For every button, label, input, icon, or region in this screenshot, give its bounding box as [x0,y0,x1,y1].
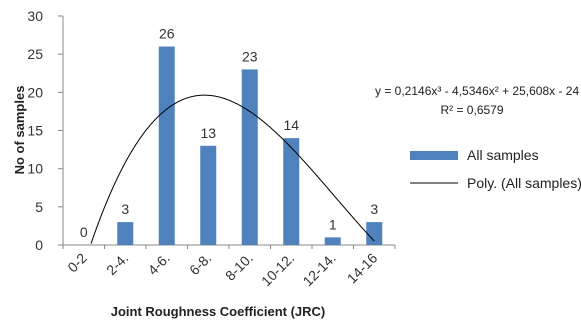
y-axis-title: No of samples [12,86,27,175]
y-axis: 0 5 10 15 20 25 30 [27,8,64,253]
data-label: 3 [370,201,378,217]
y-tick-label: 5 [35,199,43,215]
y-tick-label: 20 [27,84,43,100]
bar [283,138,300,245]
x-tick-label: 4-6. [144,250,172,278]
y-tick-label: 25 [27,46,43,62]
bar [200,145,217,245]
data-label: 0 [80,224,88,240]
x-tick-label: 12-14. [299,250,338,289]
x-tick-label: 14-16 [344,250,381,287]
trendline-r-squared: R² = 0,6579 [440,103,503,117]
legend-label-all-samples: All samples [467,147,539,163]
bar [324,237,341,245]
bar [366,222,383,245]
data-label: 14 [283,117,299,133]
legend: All samples Poly. (All samples) [410,147,581,191]
data-label: 13 [200,125,216,141]
bar [158,46,175,246]
bar [241,69,258,245]
x-tick-label: 0-2 [64,250,90,276]
x-tick-label: 10-12. [258,250,297,289]
bar-series [117,46,383,246]
data-label: 1 [329,216,337,232]
bar [117,222,134,245]
trendline-equation: y = 0,2146x³ - 4,5346x² + 25,608x - 24 [375,84,579,98]
x-tick-labels: 0-2 2-4. 4-6. 6-8. 8-10. 10-12. 12-14. 14-16 [62,245,396,289]
x-tick-label: 8-10. [222,250,256,284]
legend-swatch-all-samples [410,151,458,160]
polynomial-trendline [90,94,375,244]
data-label: 26 [159,26,175,42]
data-label: 23 [242,48,258,64]
y-tick-labels: 0 5 10 15 20 25 30 [27,8,63,253]
x-axis-title: Joint Roughness Coefficient (JRC) [111,304,326,319]
data-label: 3 [121,201,129,217]
y-tick-label: 15 [27,123,43,139]
y-tick-label: 30 [27,8,43,24]
x-tick-label: 2-4. [103,250,131,278]
legend-label-trendline: Poly. (All samples) [467,175,581,191]
y-tick-label: 10 [27,161,43,177]
y-tick-label: 0 [35,237,43,253]
x-tick-label: 6-8. [186,250,214,278]
